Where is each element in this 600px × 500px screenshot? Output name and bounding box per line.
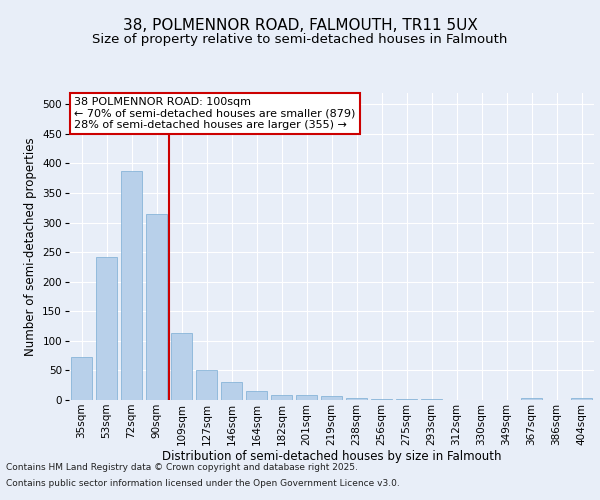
Text: Size of property relative to semi-detached houses in Falmouth: Size of property relative to semi-detach… (92, 32, 508, 46)
Bar (571, 398, 592, 400)
Bar (71, 357, 92, 400)
Bar (321, 396, 342, 400)
Bar (271, 396, 292, 400)
Bar (521, 398, 542, 400)
Bar (196, 370, 217, 400)
Text: 38 POLMENNOR ROAD: 100sqm
← 70% of semi-detached houses are smaller (879)
28% of: 38 POLMENNOR ROAD: 100sqm ← 70% of semi-… (74, 97, 356, 130)
Bar (146, 214, 167, 400)
Bar (221, 382, 242, 400)
Y-axis label: Number of semi-detached properties: Number of semi-detached properties (24, 137, 37, 356)
Bar (171, 333, 192, 400)
Bar (346, 398, 367, 400)
Text: Contains public sector information licensed under the Open Government Licence v3: Contains public sector information licen… (6, 478, 400, 488)
Bar (121, 171, 142, 400)
X-axis label: Distribution of semi-detached houses by size in Falmouth: Distribution of semi-detached houses by … (162, 450, 501, 464)
Bar (296, 396, 317, 400)
Text: Contains HM Land Registry data © Crown copyright and database right 2025.: Contains HM Land Registry data © Crown c… (6, 464, 358, 472)
Bar (96, 257, 117, 400)
Text: 38, POLMENNOR ROAD, FALMOUTH, TR11 5UX: 38, POLMENNOR ROAD, FALMOUTH, TR11 5UX (122, 18, 478, 32)
Bar (246, 391, 267, 400)
Bar (371, 399, 392, 400)
